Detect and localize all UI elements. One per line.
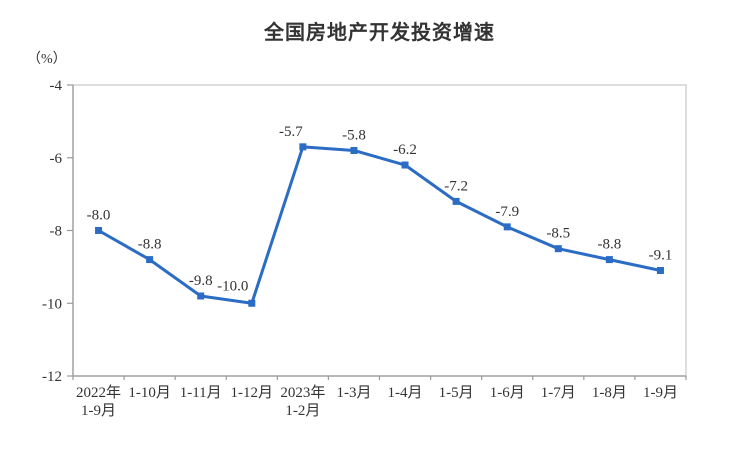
data-point-labels: -8.0 -8.8 -9.8 -10.0 -5.7 -5.8 -6.2 -7.2 -7.9 -8.… [87,124,673,294]
x-tick-label: 1-2月 [285,403,320,419]
data-point-marker [452,197,460,205]
y-tick-label: -12 [42,369,62,385]
data-point-label: -10.0 [217,278,248,294]
x-tick-label: 1-12月 [231,385,274,401]
data-point-label: -5.8 [342,127,366,143]
y-axis-tick-labels: -4 -6 -8 -10 -12 [42,78,62,385]
data-point-label: -6.2 [393,142,417,158]
data-point-marker [248,299,256,307]
x-tick-label: 1-3月 [336,385,371,401]
y-tick-label: -4 [50,78,63,94]
data-point-marker [350,146,358,154]
data-line [97,145,661,305]
x-tick-label: 1-9月 [81,403,116,419]
x-tick-label: 1-9月 [643,385,678,401]
data-point-label: -7.9 [495,204,519,220]
data-point-label: -9.8 [189,273,213,289]
chart-title: 全国房地产开发投资增速 [264,22,495,44]
data-point-marker [401,161,409,169]
data-point-marker [605,256,613,264]
y-axis-unit-label: （%） [27,52,67,67]
data-point-label: -5.7 [279,124,303,140]
axes [67,84,687,380]
x-tick-label: 1-10月 [128,385,171,401]
x-tick-label: 2022年 [76,384,121,401]
data-point-label: -8.5 [546,226,570,242]
data-point-label: -7.2 [444,178,468,194]
data-point-marker [146,256,154,264]
x-tick-label: 1-5月 [439,385,474,401]
data-point-label: -8.8 [598,237,622,253]
data-point-marker [197,292,205,300]
x-tick-label: 1-7月 [541,385,576,401]
data-point-label: -9.1 [649,248,673,264]
data-point-marker [554,245,562,253]
data-markers [95,143,664,307]
x-axis-tick-labels: 2022年 1-9月 1-10月 1-11月 1-12月 2023年 1-2月 1-3月 1-4… [76,384,678,419]
x-tick-label: 1-11月 [180,385,222,401]
y-tick-label: -6 [50,151,63,167]
data-point-marker [95,227,103,234]
data-point-marker [503,223,511,231]
data-point-label: -8.0 [87,208,111,224]
x-tick-label: 1-4月 [388,385,423,401]
x-tick-label: 1-6月 [490,385,525,401]
x-tick-label: 1-8月 [592,385,627,401]
data-point-label: -8.8 [138,237,162,253]
x-tick-label: 2023年 [280,384,325,401]
plot-border [72,84,687,377]
data-point-marker [299,143,307,151]
data-point-marker [656,267,664,275]
y-tick-label: -8 [50,224,63,240]
y-tick-label: -10 [42,296,62,312]
